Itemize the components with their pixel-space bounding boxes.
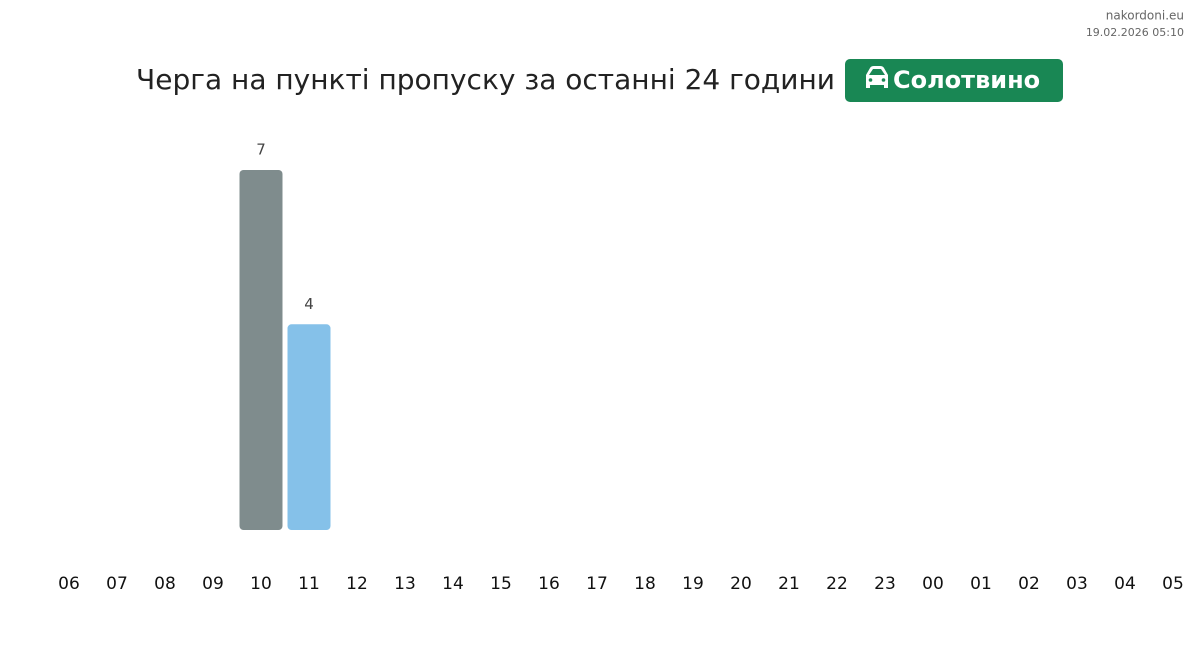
x-tick-label: 01 <box>970 574 992 594</box>
bar <box>287 324 331 530</box>
x-tick-label: 21 <box>778 574 800 594</box>
value-label: 4 <box>304 295 314 313</box>
x-tick-label: 18 <box>634 574 656 594</box>
x-tick-label: 12 <box>346 574 368 594</box>
x-tick-label: 06 <box>58 574 80 594</box>
x-tick-label: 20 <box>730 574 752 594</box>
car-icon <box>866 66 888 88</box>
x-tick-label: 14 <box>442 574 464 594</box>
location-badge <box>845 59 1063 102</box>
x-tick-label: 08 <box>154 574 176 594</box>
timestamp: 19.02.2026 05:10 <box>1086 26 1184 39</box>
chart-title: Черга на пункті пропуску за останні 24 г… <box>136 63 835 96</box>
x-tick-label: 16 <box>538 574 560 594</box>
bar <box>239 170 283 530</box>
x-tick-label: 23 <box>874 574 896 594</box>
location-name: Солотвино <box>893 66 1040 94</box>
x-tick-label: 03 <box>1066 574 1088 594</box>
x-tick-label: 19 <box>682 574 704 594</box>
x-tick-label: 00 <box>922 574 944 594</box>
x-tick-label: 10 <box>250 574 272 594</box>
x-tick-label: 22 <box>826 574 848 594</box>
x-tick-label: 17 <box>586 574 608 594</box>
x-tick-label: 11 <box>298 574 320 594</box>
x-tick-label: 04 <box>1114 574 1136 594</box>
site-name: nakordoni.eu <box>1106 9 1184 23</box>
x-tick-label: 15 <box>490 574 512 594</box>
x-tick-label: 07 <box>106 574 128 594</box>
x-tick-label: 05 <box>1162 574 1184 594</box>
x-tick-label: 13 <box>394 574 416 594</box>
value-label: 7 <box>256 141 266 159</box>
x-tick-label: 02 <box>1018 574 1040 594</box>
x-tick-label: 09 <box>202 574 224 594</box>
